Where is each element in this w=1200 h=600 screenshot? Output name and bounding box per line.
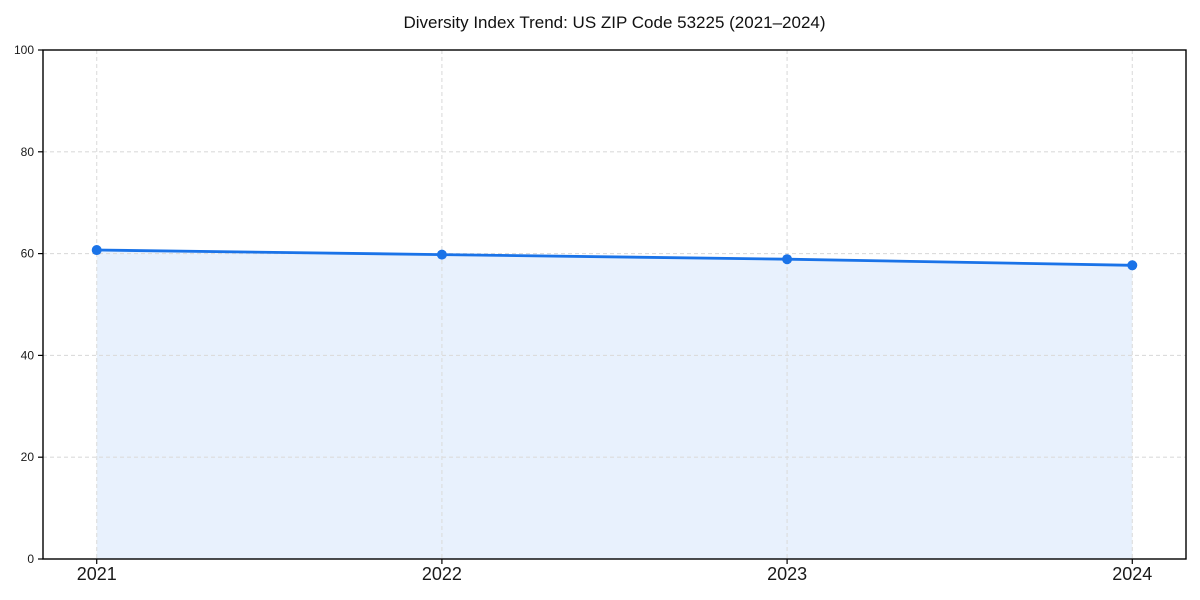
data-point-marker [1127,260,1138,271]
data-point-markers [91,245,1138,271]
x-tick-label: 2023 [767,564,807,584]
trend-line [95,248,1134,267]
area-fill [96,250,1133,560]
axis-ticks [38,49,1133,564]
plot-border [42,49,1187,560]
axis-tick-labels: 0 20 40 60 80 100 2021 2022 2023 2024 [14,43,1152,584]
y-tick-label: 80 [21,145,35,159]
data-point-marker [782,254,793,265]
y-tick-label: 0 [27,552,34,566]
x-tick-label: 2022 [422,564,462,584]
y-tick-label: 60 [21,247,35,261]
x-tick-label: 2024 [1112,564,1152,584]
y-tick-label: 100 [14,43,34,57]
chart-title: Diversity Index Trend: US ZIP Code 53225… [403,13,826,32]
y-tick-label: 20 [21,450,35,464]
data-point-marker [436,249,447,260]
x-tick-label: 2021 [77,564,117,584]
y-tick-label: 40 [21,348,35,362]
data-point-marker [91,245,102,256]
